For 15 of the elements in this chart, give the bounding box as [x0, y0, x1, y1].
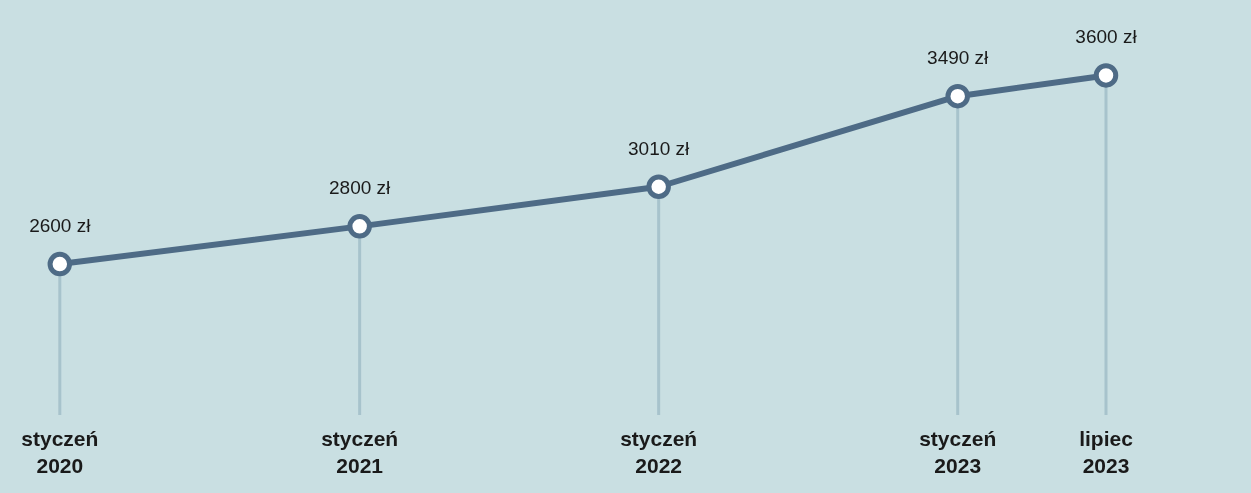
x-tick-label: styczeń 2022: [620, 427, 698, 477]
x-tick-label: styczeń 2020: [21, 427, 99, 477]
x-tick-label: styczeń 2021: [321, 427, 399, 477]
point: [47, 251, 73, 277]
point: [347, 214, 372, 239]
data-label: 3600 zł: [1075, 26, 1138, 48]
point: [1093, 63, 1119, 88]
data-label: 2600 zł: [29, 215, 92, 237]
point: [945, 83, 970, 109]
x-tick-label: lipiec 2023: [1079, 427, 1134, 477]
data-label: 3010 zł: [628, 137, 691, 159]
point: [646, 174, 671, 199]
data-label: 2800 zł: [329, 177, 392, 199]
data-label: 3490 zł: [927, 47, 990, 69]
x-tick-label: styczeń 2023: [919, 427, 997, 477]
